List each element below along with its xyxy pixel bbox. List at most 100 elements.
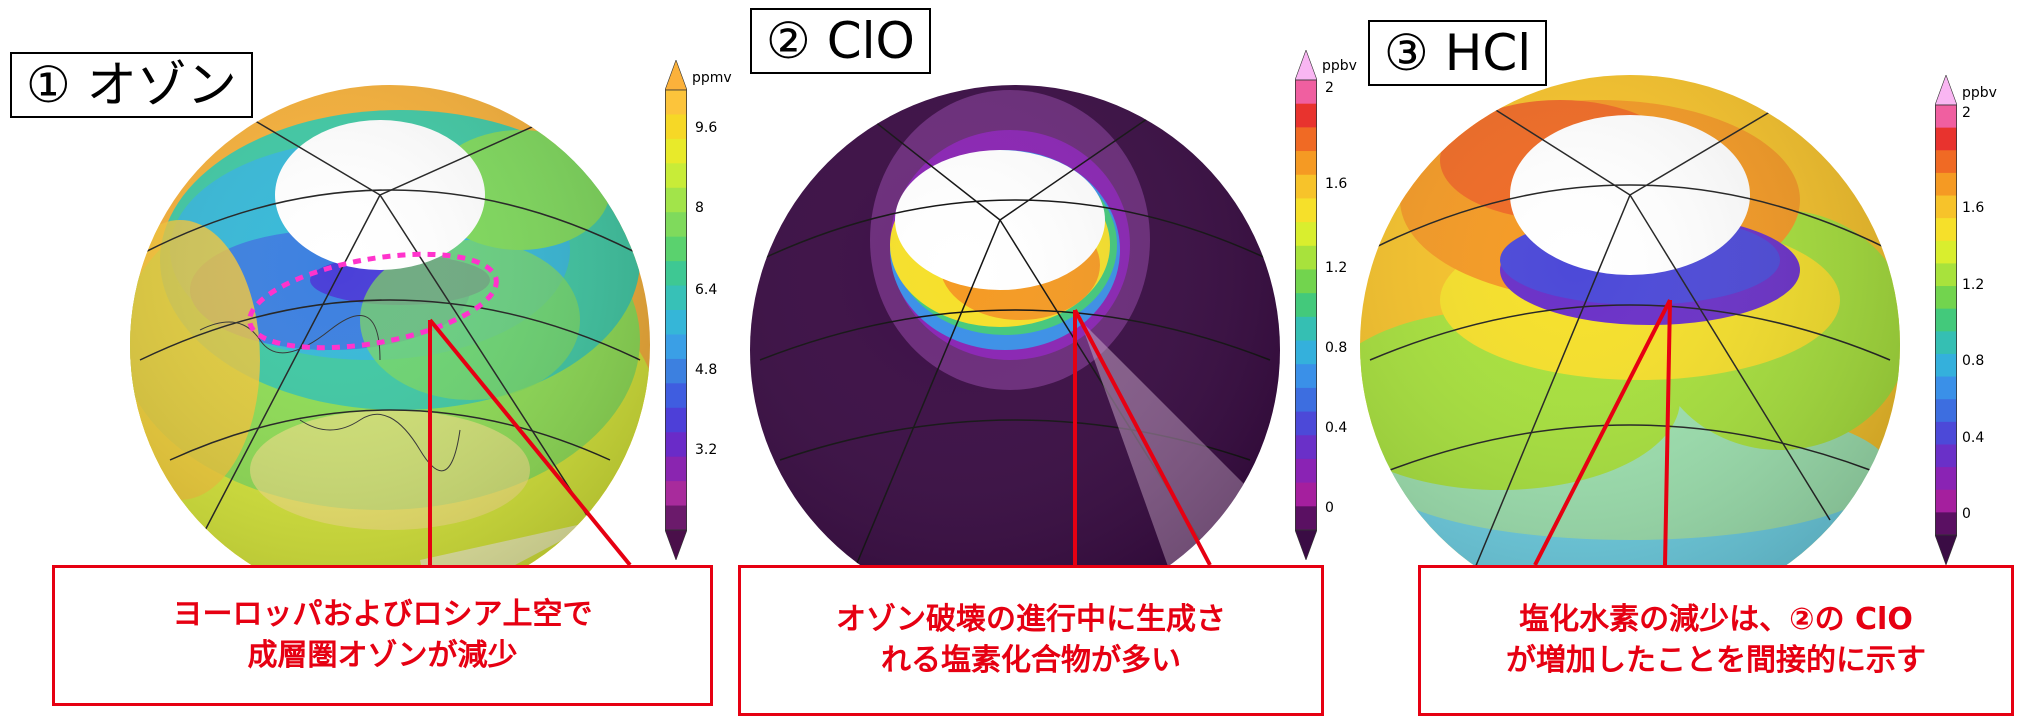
ozone-callout: ヨーロッパおよびロシア上空で 成層圏オゾンが減少: [52, 565, 713, 706]
colorbar-band: [1935, 218, 1957, 242]
colorbar-band: [1935, 105, 1957, 129]
colorbar-band: [1935, 444, 1957, 468]
colorbar-band: [665, 432, 687, 458]
colorbar-band: [665, 383, 687, 409]
colorbar-cap-bottom: [665, 529, 687, 560]
clo-tick: 0.8: [1325, 340, 1348, 356]
colorbar-band: [1295, 364, 1317, 389]
colorbar-band: [1935, 150, 1957, 174]
colorbar-band: [1935, 512, 1957, 536]
colorbar-band: [665, 212, 687, 238]
ozone-unit: ppmv: [692, 70, 732, 86]
colorbar-band: [665, 310, 687, 335]
colorbar-band: [665, 505, 687, 531]
clo-tick: 0.4: [1325, 420, 1348, 436]
colorbar-band: [665, 138, 687, 164]
clo-colorbar: [1295, 50, 1317, 560]
hcl-callout-line1: 塩化水素の減少は、②の ClO: [1519, 602, 1913, 637]
hcl-tick: 0.4: [1962, 430, 1985, 446]
colorbar-band: [1935, 127, 1957, 151]
hcl-callout-line2: が増加したことを間接的に示す: [1506, 642, 1926, 678]
clo-title: ② ClO: [750, 8, 931, 74]
hcl-unit: ppbv: [1962, 85, 1997, 101]
colorbar-band: [1295, 174, 1317, 199]
hcl-globe: [1360, 75, 1900, 615]
ozone-tick: 6.4: [695, 282, 718, 298]
hcl-callout: 塩化水素の減少は、②の ClO が増加したことを間接的に示す: [1418, 565, 2014, 716]
ozone-callout-line2: 成層圏オゾンが減少: [247, 637, 518, 673]
callout-pointers: [428, 299, 1672, 567]
ozone-callout-line1: ヨーロッパおよびロシア上空で: [172, 597, 593, 632]
colorbar-cap-bottom: [1935, 534, 1957, 565]
colorbar-band: [1295, 458, 1317, 484]
colorbar-band: [1935, 399, 1957, 423]
clo-tick: 1.6: [1325, 176, 1348, 192]
colorbar-frame: [1295, 79, 1317, 531]
colorbar-band: [1935, 263, 1957, 287]
colorbar-band: [1295, 340, 1317, 365]
ozone-tick: 4.8: [695, 362, 718, 378]
ozone-colorbar: [665, 60, 687, 560]
ozone-tick: 3.2: [695, 442, 718, 458]
colorbar-band: [665, 481, 687, 507]
colorbar-band: [1935, 467, 1957, 491]
colorbar-band: [1935, 286, 1957, 310]
hcl-tick: 0.8: [1962, 353, 1985, 369]
colorbar-band: [1295, 127, 1317, 152]
colorbar-band: [665, 407, 687, 433]
colorbar-band: [1295, 316, 1317, 342]
clo-globe: [750, 85, 1280, 615]
colorbar-band: [665, 236, 687, 262]
colorbar-band: [665, 285, 687, 311]
clo-tick: 2: [1325, 80, 1334, 96]
colorbar-band: [1935, 331, 1957, 355]
colorbar-svg: [665, 60, 687, 560]
colorbar-band: [1295, 151, 1317, 176]
colorbar-band: [1295, 506, 1317, 531]
colorbar-band: [1935, 240, 1957, 264]
colorbar-frame: [665, 89, 687, 531]
colorbar-band: [665, 187, 687, 213]
clo-tick: 0: [1325, 500, 1334, 516]
ozone-tick: 9.6: [695, 120, 718, 136]
colorbar-band: [1295, 103, 1317, 128]
colorbar-band: [1935, 421, 1957, 445]
colorbar-band: [1295, 245, 1317, 270]
hcl-tick: 1.6: [1962, 200, 1985, 216]
colorbar-band: [665, 334, 687, 360]
colorbar-svg: [1295, 50, 1317, 560]
ozone-tick: 8: [695, 200, 704, 216]
colorbar-band: [1935, 376, 1957, 400]
colorbar-frame: [1935, 104, 1957, 536]
colorbar-svg: [1935, 75, 1957, 565]
clo-unit: ppbv: [1322, 58, 1357, 74]
colorbar-cap-top: [1295, 50, 1317, 81]
colorbar-band: [1295, 411, 1317, 436]
colorbar-band: [1935, 172, 1957, 197]
colorbar-band: [665, 456, 687, 482]
colorbar-band: [1295, 198, 1317, 223]
colorbar-band: [1295, 482, 1317, 507]
colorbar-band: [1935, 489, 1957, 513]
colorbar-band: [1935, 353, 1957, 378]
colorbar-cap-top: [665, 60, 687, 91]
colorbar-band: [1295, 387, 1317, 413]
ozone-title: ① オゾン: [10, 52, 253, 118]
clo-callout: オゾン破壊の進行中に生成さ れる塩素化合物が多い: [738, 565, 1324, 716]
colorbar-band: [1295, 222, 1317, 247]
clo-callout-line2: れる塩素化合物が多い: [881, 642, 1181, 678]
colorbar-band: [665, 358, 687, 384]
clo-callout-line1: オゾン破壊の進行中に生成さ: [836, 602, 1226, 637]
clo-tick: 1.2: [1325, 260, 1348, 276]
colorbar-band: [1295, 293, 1317, 318]
hcl-title: ③ HCl: [1368, 20, 1548, 86]
ozone-globe: [130, 85, 650, 605]
colorbar-band: [1935, 195, 1957, 219]
colorbar-band: [1295, 269, 1317, 294]
colorbar-band: [665, 261, 687, 287]
colorbar-band: [1295, 435, 1317, 460]
colorbar-band: [665, 114, 687, 140]
hcl-tick: 1.2: [1962, 277, 1985, 293]
hcl-colorbar: [1935, 75, 1957, 565]
